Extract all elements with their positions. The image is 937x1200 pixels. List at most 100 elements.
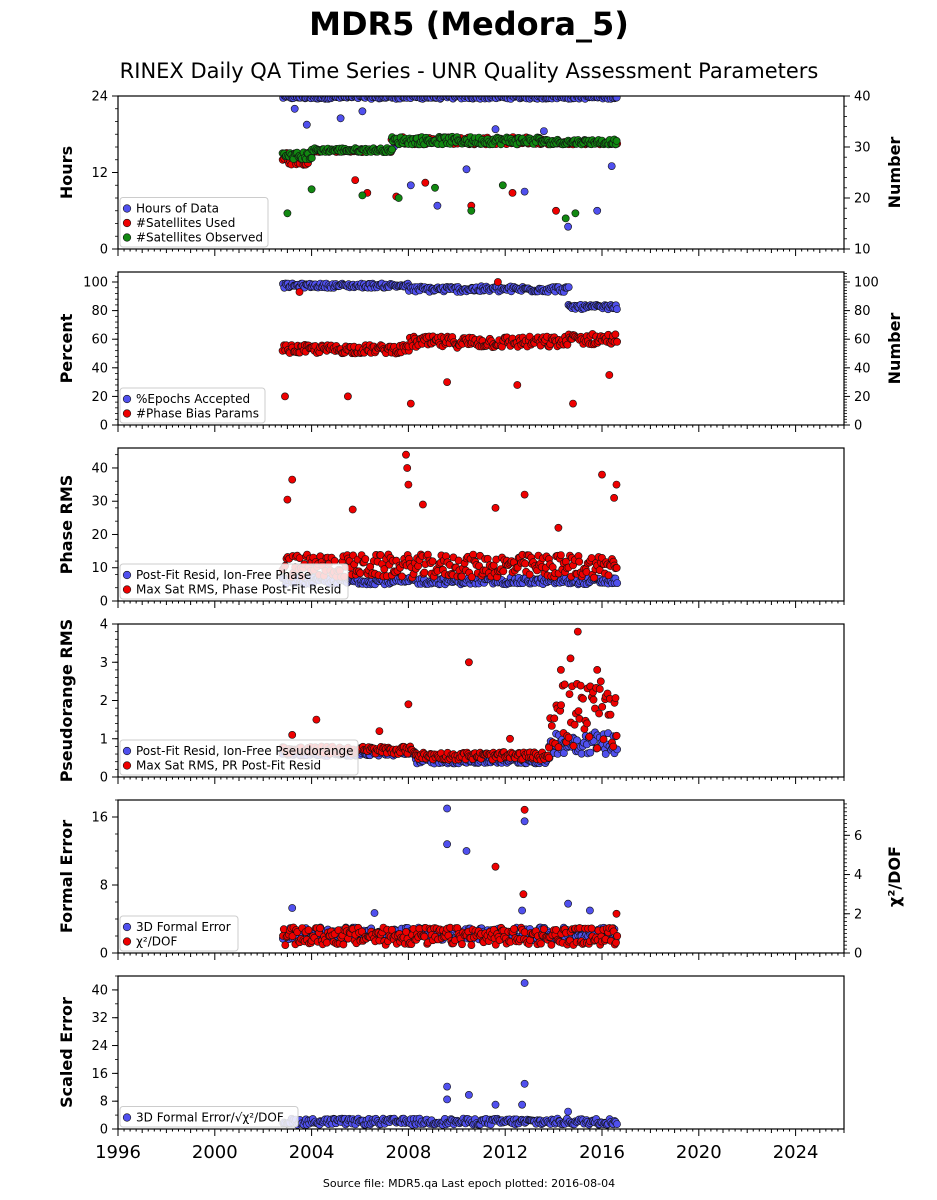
data-point [564,899,572,908]
y-axis-label: Percent [57,313,76,383]
data-point [483,554,492,563]
legend-box [119,739,359,776]
data-point [343,392,352,401]
data-point [521,559,530,568]
legend-marker [122,937,132,946]
y2-axis-label: Number [885,313,904,385]
data-point [547,941,556,949]
data-point [491,125,500,134]
y-tick-label: 40 [91,361,108,376]
series-2-1 [279,279,621,314]
legend-label: #Satellites Used [136,216,235,230]
x-tick-label: 2012 [482,1142,528,1163]
y2-tick-label: 0 [854,419,862,434]
data-point [537,939,545,948]
legend-label: 3D Formal Error/√χ²/DOF [136,1111,284,1125]
plot-area-6 [279,979,621,1129]
data-point [519,890,528,899]
data-point [443,1095,451,1104]
data-point [566,654,575,663]
data-point [612,938,620,947]
data-point [304,926,313,934]
data-point [330,557,339,565]
legend-marker [122,761,132,770]
data-point [564,1107,572,1116]
panel-4: 0 1 2 3 4 Pseudorange RMS Post-Fit Resid, Ion-… [57,618,845,786]
panel-2: 0 20 40 60 80 100 0 20 40 60 80 100 Number Percent %Ep… [57,271,904,434]
data-point [540,925,548,934]
data-point [586,906,594,915]
data-point [564,733,573,742]
data-point [339,940,348,949]
data-point [613,337,621,346]
data-point [554,523,563,532]
data-point [462,847,471,855]
y-tick-label: 30 [91,495,108,510]
data-point [520,805,529,814]
data-point [443,378,451,386]
data-point [518,906,526,915]
data-point [565,690,574,698]
data-point [283,495,292,504]
data-point [464,658,473,667]
legend-marker [122,570,132,580]
y-tick-label: 16 [91,1067,108,1082]
y-tick-label: 10 [91,561,108,576]
y-tick-label: 40 [91,461,108,476]
series-6-1 [279,979,621,1129]
data-point [312,715,321,724]
legend-label: χ²/DOF [136,935,177,949]
y-tick-label: 20 [91,390,108,405]
data-point [288,475,297,484]
data-point [283,209,292,218]
x-tick-label: 2004 [289,1142,335,1163]
data-point [290,104,299,113]
legend-marker [122,1113,132,1122]
data-point [491,503,500,512]
data-point [281,941,290,949]
y-axis-left: 0 12 24 [91,90,118,258]
y-tick-label: 12 [91,166,108,181]
legend: 3D Formal Error/√χ²/DOF [119,1106,299,1128]
data-point [307,154,316,162]
data-point [573,627,582,636]
y2-tick-label: 30 [854,141,871,156]
data-point [458,940,466,949]
y2-tick-label: 0 [854,947,862,962]
data-point [520,187,529,196]
series-5-1 [278,804,621,945]
data-point [583,719,591,728]
legend-label: Max Sat RMS, PR Post-Fit Resid [136,759,321,773]
data-point [576,681,585,690]
data-point [467,206,476,215]
y-axis-label: Formal Error [57,820,76,933]
data-point [612,96,621,102]
series-5-2 [279,805,622,949]
x-axis-ticks [117,601,845,608]
data-point [613,1120,621,1128]
legend-marker [122,218,132,228]
data-point [295,554,304,562]
legend-box [119,915,239,952]
data-point [394,194,403,202]
y2-tick-label: 20 [854,390,871,405]
data-point [375,727,384,735]
y2-tick-label: 2 [854,907,862,922]
data-point [598,703,607,711]
data-point [288,731,297,739]
data-point [467,941,476,949]
data-point [593,206,602,215]
x-tick-label: 2000 [192,1142,238,1163]
data-point [596,677,605,686]
data-point [591,704,599,713]
data-point [571,209,580,218]
data-point [520,817,529,826]
data-point [295,288,304,296]
y-tick-label: 0 [100,419,108,434]
data-point [418,500,427,509]
y-tick-label: 24 [91,90,108,105]
data-point [540,127,548,136]
data-point [561,214,570,223]
data-point [593,666,602,674]
y-tick-label: 4 [100,618,108,633]
